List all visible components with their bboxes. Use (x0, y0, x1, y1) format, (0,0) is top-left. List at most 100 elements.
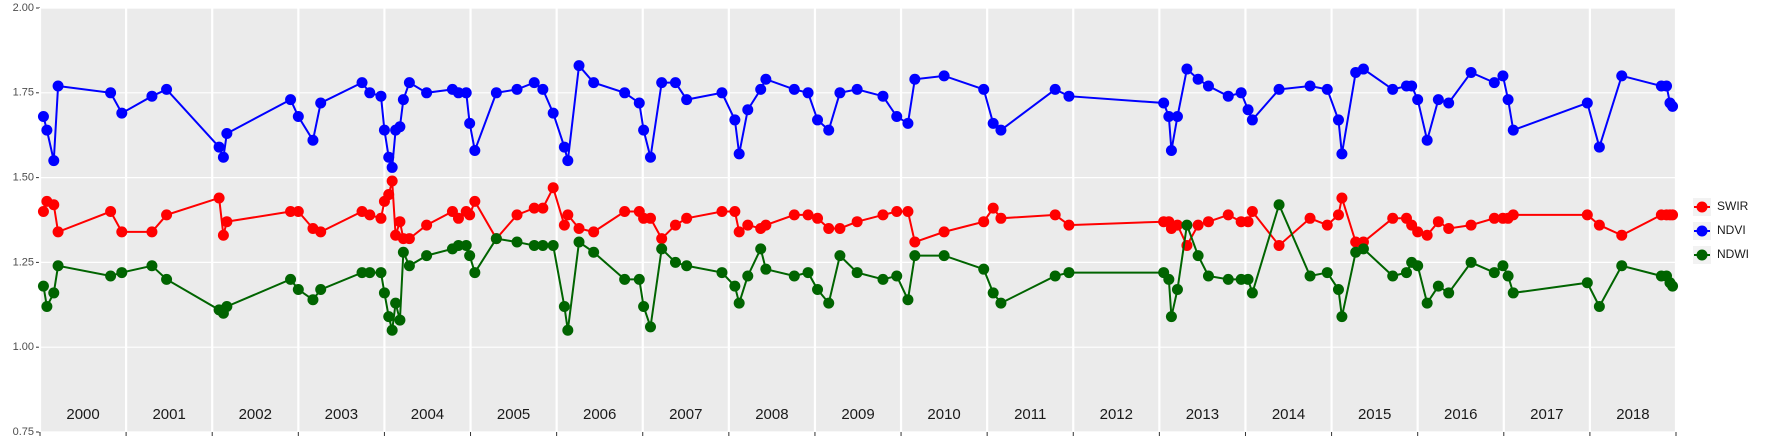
data-point (562, 324, 574, 336)
data-point (213, 192, 225, 204)
y-tick-label: 0.75 (13, 426, 34, 438)
data-point (1165, 144, 1177, 156)
data-point (378, 287, 390, 299)
series-line (42, 201, 1674, 331)
data-point (644, 212, 656, 224)
data-point (1412, 94, 1424, 106)
data-point (490, 233, 502, 245)
data-point (161, 273, 173, 285)
data-point (588, 77, 600, 89)
data-point (390, 297, 402, 309)
data-point (1171, 111, 1183, 123)
data-point (1304, 80, 1316, 92)
y-tick-label: 2.00 (13, 2, 34, 14)
data-point (1321, 83, 1333, 95)
year-label: 2015 (1358, 406, 1391, 423)
data-point (995, 212, 1007, 224)
data-point (1336, 311, 1348, 323)
data-point (1171, 284, 1183, 296)
data-point (421, 219, 433, 231)
data-point (1273, 199, 1285, 211)
data-point (1507, 124, 1519, 136)
data-point (490, 87, 502, 99)
data-point (1273, 83, 1285, 95)
data-point (891, 270, 903, 282)
data-point (52, 80, 64, 92)
data-point (356, 267, 368, 279)
data-point (307, 134, 319, 146)
data-point (1465, 256, 1477, 268)
data-point (1616, 70, 1628, 82)
data-point (452, 239, 464, 251)
data-point (834, 250, 846, 262)
data-point (877, 209, 889, 221)
data-point (383, 311, 395, 323)
data-point (823, 297, 835, 309)
data-point (1222, 209, 1234, 221)
data-point (877, 273, 889, 285)
data-point (364, 209, 376, 221)
series (37, 175, 1679, 251)
year-label: 2007 (669, 406, 702, 423)
data-point (364, 87, 376, 99)
year-label: 2012 (1100, 406, 1133, 423)
data-point (1202, 270, 1214, 282)
data-point (1192, 250, 1204, 262)
data-point (285, 273, 297, 285)
data-point (1406, 80, 1418, 92)
data-point (1304, 212, 1316, 224)
data-point (633, 273, 645, 285)
data-point (644, 321, 656, 333)
data-point (1357, 63, 1369, 75)
data-point (1443, 287, 1455, 299)
data-point (1593, 300, 1605, 312)
data-point (669, 77, 681, 89)
data-point (1421, 134, 1433, 146)
data-point (978, 263, 990, 275)
data-point (403, 233, 415, 245)
data-point (823, 124, 835, 136)
data-point (755, 83, 767, 95)
data-point (116, 267, 128, 279)
data-point (1273, 239, 1285, 251)
data-point (52, 260, 64, 272)
data-point (742, 270, 754, 282)
data-point (619, 206, 631, 218)
data-point (383, 151, 395, 163)
data-point (909, 73, 921, 85)
data-point (511, 83, 523, 95)
data-point (48, 155, 60, 167)
data-point (1497, 70, 1509, 82)
data-point (902, 294, 914, 306)
y-tick-label: 1.00 (13, 341, 34, 353)
data-point (1321, 219, 1333, 231)
data-point (292, 206, 304, 218)
data-point (403, 260, 415, 272)
data-point (1667, 280, 1679, 292)
data-point (891, 206, 903, 218)
data-point (802, 87, 814, 99)
data-point (460, 239, 472, 251)
data-point (48, 287, 60, 299)
data-point (834, 222, 846, 234)
data-point (978, 83, 990, 95)
legend-label: NDVI (1717, 223, 1746, 237)
data-point (1465, 66, 1477, 78)
data-point (375, 267, 387, 279)
data-point (1488, 212, 1500, 224)
data-point (161, 83, 173, 95)
data-point (1488, 77, 1500, 89)
data-point (547, 182, 559, 194)
data-point (1332, 209, 1344, 221)
data-point (403, 77, 415, 89)
data-point (105, 270, 117, 282)
y-tick-label: 1.75 (13, 87, 34, 99)
data-point (1246, 206, 1258, 218)
series-line (42, 63, 1674, 168)
data-point (386, 175, 398, 187)
data-point (729, 114, 741, 126)
data-point (995, 297, 1007, 309)
data-point (469, 195, 481, 207)
data-point (452, 212, 464, 224)
data-point (464, 250, 476, 262)
